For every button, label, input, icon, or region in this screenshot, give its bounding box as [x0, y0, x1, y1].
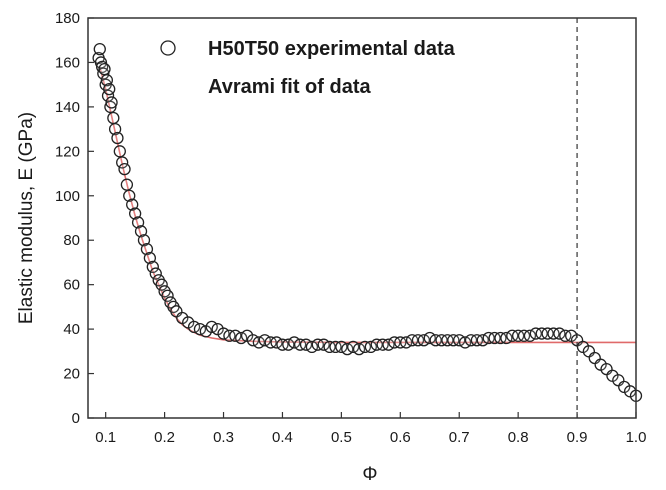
x-tick-label: 1.0: [626, 429, 647, 446]
data-point: [103, 82, 116, 96]
data-point: [98, 62, 111, 76]
x-tick-label: 0.5: [331, 429, 352, 446]
data-point: [149, 267, 162, 280]
data-point: [146, 260, 159, 274]
data-point: [104, 100, 117, 114]
legend-marker-experimental: [160, 40, 176, 56]
legend-label-experimental: H50T50 experimental data: [208, 38, 456, 60]
x-tick-label: 0.1: [95, 429, 116, 446]
data-point: [105, 96, 118, 109]
x-ticks: 0.1 0.2 0.3 0.4 0.5 0.6 0.7 0.8 0.9 1.0: [95, 412, 646, 446]
data-point: [113, 145, 126, 158]
x-tick-label: 0.6: [390, 429, 411, 446]
data-point: [107, 111, 120, 125]
data-point: [120, 178, 134, 191]
y-tick-label: 40: [63, 321, 80, 338]
data-point: [93, 42, 106, 56]
y-tick-label: 80: [63, 232, 80, 249]
y-tick-label: 120: [55, 143, 80, 160]
y-tick-label: 20: [63, 366, 80, 383]
x-axis-title: Φ: [362, 464, 377, 485]
x-tick-label: 0.3: [213, 429, 234, 446]
y-tick-label: 60: [63, 277, 80, 294]
fit-line: [99, 66, 636, 344]
y-tick-label: 180: [55, 10, 80, 27]
y-ticks: 0 20 40 60 80 100 120 140 160 180: [55, 10, 94, 427]
y-axis-title: Elastic modulus, E (GPa): [16, 112, 37, 324]
data-point: [116, 156, 129, 169]
data-point: [100, 74, 114, 87]
data-point: [161, 289, 174, 302]
legend-label-fit: Avrami fit of data: [208, 76, 371, 98]
plot-frame: [87, 17, 637, 419]
data-point: [108, 122, 122, 136]
data-point: [111, 131, 124, 145]
y-tick-label: 0: [72, 410, 80, 427]
data-point: [155, 278, 168, 291]
y-tick-label: 100: [55, 188, 80, 205]
y-tick-label: 160: [55, 54, 80, 71]
data-point: [118, 162, 131, 176]
x-tick-label: 0.7: [449, 429, 470, 446]
x-tick-label: 0.4: [272, 429, 293, 446]
x-tick-label: 0.9: [567, 429, 588, 446]
y-tick-label: 140: [55, 99, 80, 116]
x-tick-label: 0.8: [508, 429, 529, 446]
fit-layer: [99, 66, 636, 344]
legend: H50T50 experimental data Avrami fit of d…: [160, 38, 456, 98]
x-tick-label: 0.2: [154, 429, 175, 446]
points-layer: [92, 42, 643, 402]
